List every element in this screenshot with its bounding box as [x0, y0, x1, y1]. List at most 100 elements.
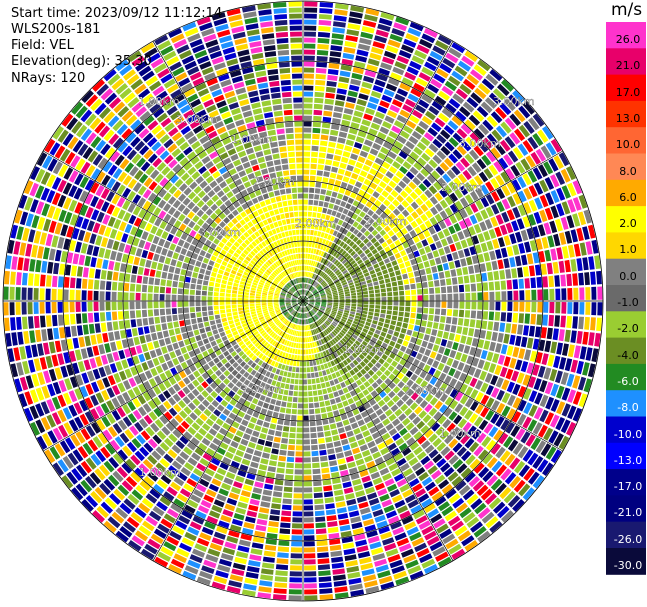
velocity-bin — [244, 288, 250, 293]
velocity-bin — [303, 385, 308, 391]
velocity-bin — [398, 49, 412, 59]
velocity-bin — [181, 55, 195, 65]
velocity-bin — [304, 553, 316, 559]
velocity-bin — [104, 249, 111, 259]
velocity-bin — [303, 511, 314, 517]
velocity-bin — [289, 583, 302, 589]
velocity-bin — [59, 263, 66, 275]
velocity-bin — [40, 187, 50, 201]
velocity-bin — [199, 61, 212, 70]
velocity-bin — [331, 338, 337, 345]
velocity-bin — [266, 185, 273, 192]
velocity-bin — [304, 331, 307, 337]
velocity-bin — [317, 564, 331, 570]
velocity-bin — [186, 344, 193, 352]
velocity-bin — [279, 449, 287, 456]
velocity-bin — [372, 477, 383, 485]
velocity-bin — [305, 253, 308, 259]
velocity-bin — [355, 161, 364, 169]
velocity-bin — [160, 279, 166, 286]
velocity-bin — [350, 589, 365, 597]
velocity-bin — [389, 559, 403, 569]
velocity-bin — [264, 180, 272, 187]
velocity-bin — [183, 241, 190, 249]
velocity-bin — [245, 427, 253, 435]
velocity-bin — [273, 588, 287, 594]
velocity-bin — [29, 405, 39, 420]
velocity-bin — [299, 223, 303, 229]
velocity-bin — [109, 151, 121, 163]
velocity-bin — [238, 310, 244, 315]
velocity-bin — [292, 297, 297, 300]
velocity-bin — [307, 331, 311, 336]
velocity-bin — [419, 326, 426, 333]
velocity-bin — [318, 346, 322, 352]
velocity-bin — [61, 113, 74, 127]
velocity-bin — [286, 456, 295, 463]
velocity-bin — [341, 438, 349, 446]
velocity-bin — [348, 355, 355, 361]
velocity-bin — [271, 228, 277, 235]
velocity-bin — [300, 313, 302, 319]
velocity-bin — [233, 241, 240, 248]
velocity-bin — [112, 206, 121, 217]
velocity-bin — [294, 379, 299, 385]
velocity-bin — [344, 554, 357, 561]
velocity-bin — [43, 370, 51, 384]
velocity-bin — [367, 315, 373, 320]
velocity-bin — [475, 380, 483, 390]
velocity-bin — [520, 361, 529, 373]
velocity-bin — [218, 488, 229, 497]
velocity-bin — [591, 348, 599, 363]
velocity-bin — [291, 301, 297, 303]
velocity-bin — [296, 337, 299, 343]
velocity-bin — [114, 436, 125, 448]
velocity-bin — [345, 303, 351, 306]
velocity-bin — [255, 119, 265, 127]
velocity-bin — [423, 364, 431, 373]
velocity-bin — [112, 240, 120, 251]
velocity-bin — [288, 268, 292, 273]
velocity-bin — [319, 2, 334, 8]
velocity-bin — [363, 381, 371, 388]
velocity-bin — [366, 318, 372, 323]
velocity-bin — [433, 518, 446, 529]
velocity-bin — [222, 456, 232, 465]
velocity-bin — [307, 211, 312, 217]
velocity-bin — [398, 442, 408, 452]
velocity-bin — [54, 367, 63, 380]
velocity-bin — [424, 61, 437, 72]
velocity-bin — [246, 565, 260, 573]
velocity-bin — [199, 457, 210, 467]
velocity-bin — [175, 136, 186, 147]
velocity-bin — [209, 276, 216, 282]
velocity-bin — [278, 322, 283, 328]
velocity-bin — [151, 141, 162, 152]
velocity-bin — [112, 351, 120, 362]
velocity-bin — [305, 271, 308, 277]
velocity-bin — [328, 393, 334, 399]
velocity-bin — [335, 343, 341, 349]
velocity-bin — [362, 20, 377, 28]
velocity-bin — [142, 318, 149, 326]
velocity-bin — [205, 175, 214, 184]
velocity-bin — [432, 45, 446, 56]
velocity-bin — [311, 354, 316, 360]
velocity-bin — [341, 337, 347, 343]
velocity-bin — [367, 361, 374, 369]
velocity-bin — [342, 542, 355, 550]
velocity-bin — [539, 380, 548, 393]
velocity-bin — [224, 199, 232, 207]
velocity-bin — [268, 345, 274, 351]
velocity-bin — [73, 187, 83, 200]
velocity-bin — [540, 327, 547, 339]
velocity-bin — [299, 313, 301, 319]
velocity-bin — [249, 390, 257, 397]
velocity-bin — [382, 452, 393, 461]
velocity-bin — [258, 586, 272, 593]
velocity-bin — [452, 459, 464, 470]
velocity-bin — [144, 351, 151, 361]
velocity-bin — [315, 303, 321, 305]
velocity-bin — [147, 251, 154, 260]
velocity-bin — [249, 292, 255, 296]
